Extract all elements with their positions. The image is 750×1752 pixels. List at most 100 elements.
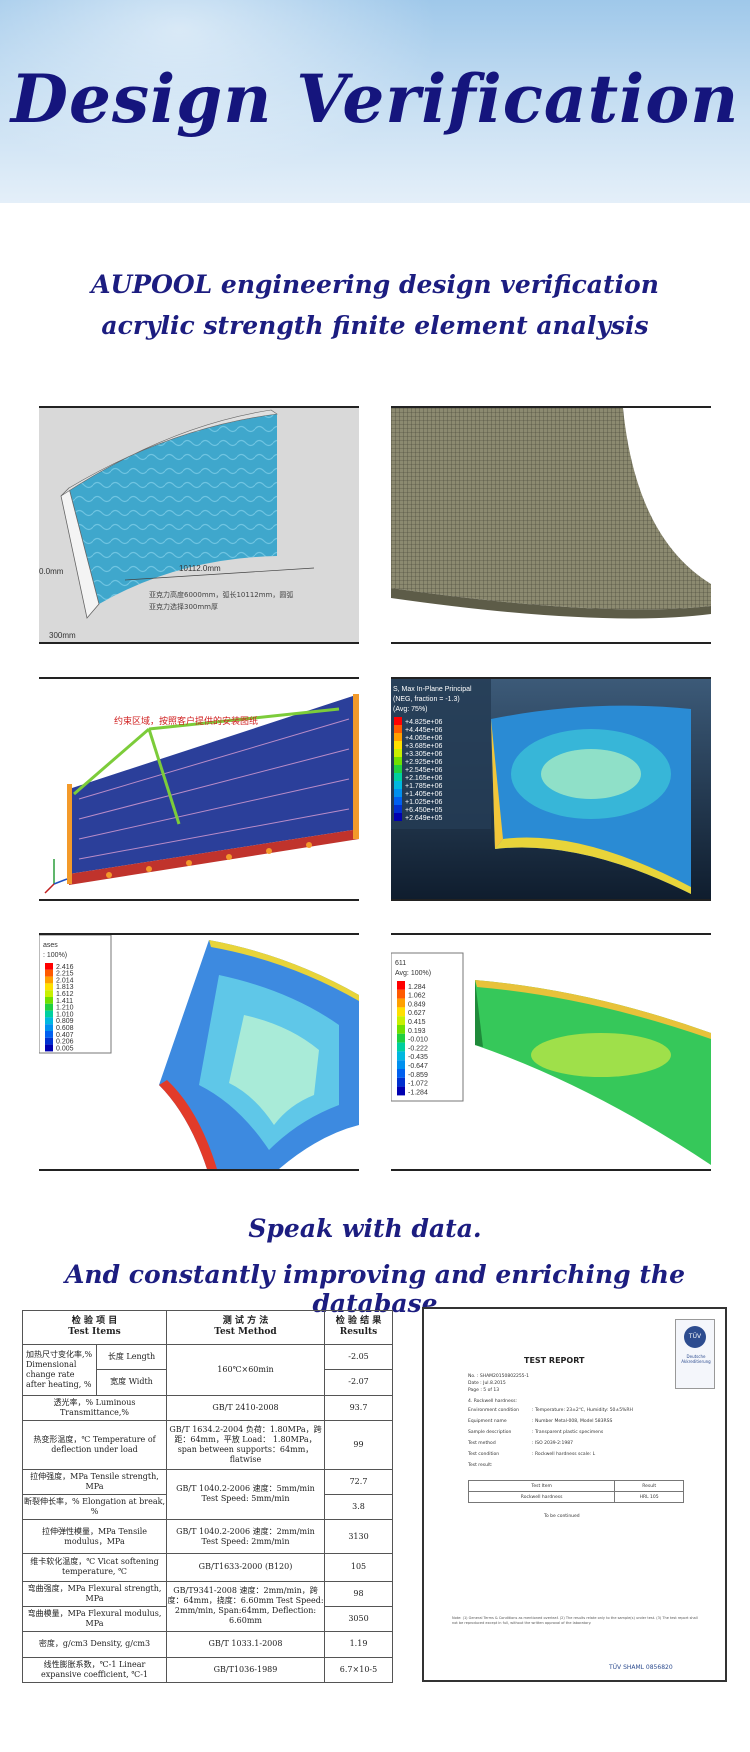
legend-swatch [45,976,53,984]
condition-row: Sample description : Transparent plastic … [468,1427,633,1438]
method-cell: GB/T 1634.2-2004 负荷：1.80MPa，跨距：64mm，平放 L… [166,1419,325,1470]
header-result-cn: 检 验 结 果 [335,1316,382,1327]
sub-cell: 宽度 Width [96,1369,167,1396]
condition-key: Equipment name [468,1419,507,1424]
legend-swatch [45,963,53,970]
condition-value: : Number Metal-008, Model 583RSS [532,1419,613,1424]
sub-cell: 长度 Length [96,1343,167,1371]
legend-title: S, Max In-Plane Principal [393,686,472,693]
condition-key: Sample description [468,1430,512,1435]
condition-row: Test condition: Rockwell hardness scale:… [468,1449,633,1460]
table-row: 拉伸弹性模量，MPa Tensile modulus，MPa GB/T 1040… [22,1519,393,1555]
tuv-logo: TÜV Deutsche Akkreditierung [675,1319,715,1389]
header-method-cn: 测 试 方 法 [222,1316,269,1327]
table-row: 维卡软化温度，℃ Vicat softening temperature, ℃ … [22,1553,393,1582]
result-cell: 105 [324,1553,393,1582]
legend-swatch [45,969,53,977]
item-cell: 断裂伸长率，% Elongation at break, % [22,1493,167,1521]
legend-swatch [397,981,405,990]
legend-value: +3.305e+06 [405,751,442,758]
continued-note: To be continued [544,1514,580,1519]
legend-avg: Avg: 100%) [395,970,431,977]
legend-swatch [45,1003,53,1011]
legend-swatch [397,1033,405,1043]
method-cell: GB/T 1033.1-2008 [166,1631,325,1658]
table-row: 拉伸强度，MPa Tensile strength, MPa GB/T 1040… [22,1468,393,1521]
legend-value: 0.005 [56,1045,74,1052]
result-cell: 98 [324,1580,393,1607]
table-row: 密度，g/cm3 Density, g/cm3 GB/T 1033.1-2008… [22,1631,393,1658]
legend-swatch [394,813,402,821]
legend-value: 2.416 [56,964,74,971]
condition-key: Test result: [468,1463,493,1468]
item-cell: 拉伸弹性模量，MPa Tensile modulus，MPa [22,1519,167,1555]
result-cell: 99 [324,1419,393,1470]
legend-value: 0.206 [56,1039,74,1046]
result-cell: 6.7×10-5 [324,1656,393,1684]
condition-row: Test method: ISO 2039-2:1987 [468,1438,633,1449]
condition-value: : Rockwell hardness scale: L [532,1452,596,1457]
legend-swatch [394,717,402,725]
legend-value: 1.062 [408,993,426,1000]
report-footer: Note: (1) General Terms & Conditions as … [452,1616,698,1625]
method-cell: GB/T1633-2000 (B120) [166,1553,325,1582]
legend-swatch [394,749,402,757]
legend-title: ases [43,942,58,949]
header-result-en: Results [339,1327,378,1338]
method-cell: GB/T1036-1989 [166,1656,325,1684]
legend-value: +2.165e+06 [405,775,442,782]
report-no: No. : SHAM20150802255-1 [468,1374,530,1379]
table-row: 宽度 Width -2.07 [23,1369,393,1396]
legend-swatch [394,773,402,781]
legend-value: +4.445e+06 [405,727,442,734]
method-cell: GB/T9341-2008 速度：2mm/min，跨度：64mm，挠度：6.60… [166,1580,325,1633]
header-banner: Design Verification [0,0,750,203]
report-conditions: Environment condition: Temperature: 23±2… [468,1405,633,1471]
legend-value: +4.065e+06 [405,735,442,742]
legend-swatch [397,1060,405,1069]
legend-swatch [45,1024,53,1031]
legend-swatch [394,805,402,813]
result-cell: 72.7 [324,1468,393,1495]
item-cell: 弯曲模量，MPa Flexural modulus, MPa [22,1605,167,1633]
legend-swatch [45,1010,53,1018]
legend-value: 1.411 [56,998,73,1005]
intro-line-2: acrylic strength finite element analysis [101,311,649,340]
intro-line-1: AUPOOL engineering design verification [91,270,659,299]
col-result: Result [614,1480,684,1492]
legend-swatch [394,741,402,749]
table-row: 透光率，% Luminous Transmittance,% GB/T 2410… [22,1394,393,1421]
result-cell: 1.19 [324,1631,393,1658]
legend-value: 0.849 [408,1001,426,1008]
report-date: Date : Jul.8.2015 [468,1381,506,1386]
legend-swatch [45,997,53,1004]
slogan-line-2: And constantly improving and enriching t… [65,1260,685,1318]
legend-title: 611 [395,960,406,967]
page-title: Design Verification [10,60,740,138]
cell-result: HRL 105 [614,1491,684,1503]
condition-key: Environment condition [468,1408,519,1413]
legend-swatch [397,1069,405,1078]
legend-value: 0.415 [408,1019,426,1026]
legend-swatch [397,1086,405,1096]
result-cell: -2.05 [324,1343,393,1371]
width-label: 10112.0mm [179,564,221,573]
legend-swatch [394,781,402,789]
constraint-model-image: 约束区域，按照客户提供的安装图纸 [39,677,359,901]
stress-legend: +4.825e+06+4.445e+06+4.065e+06+3.685e+06… [394,717,442,822]
condition-value: : Transparent plastic specimens [532,1430,604,1435]
item-cell: 维卡软化温度，℃ Vicat softening temperature, ℃ [22,1553,167,1582]
legend-swatch [397,1051,405,1061]
axis-triad-icon [44,859,68,894]
item-cell: 拉伸强度，MPa Tensile strength, MPa [22,1468,167,1495]
method-cell: GB/T 1040.2-2006 速度：2mm/min Test Speed: … [166,1519,325,1555]
legend-value: 0.809 [56,1018,74,1025]
condition-row: Test result: [468,1460,633,1471]
legend-value: -0.010 [408,1037,428,1044]
legend-value: -0.435 [408,1054,428,1061]
item-cell: 密度，g/cm3 Density, g/cm3 [22,1631,167,1658]
legend-value: -1.284 [408,1089,428,1096]
result-cell: 3050 [324,1605,393,1633]
legend-value: +6.450e+05 [405,807,442,814]
legend-value: 0.627 [408,1010,426,1017]
